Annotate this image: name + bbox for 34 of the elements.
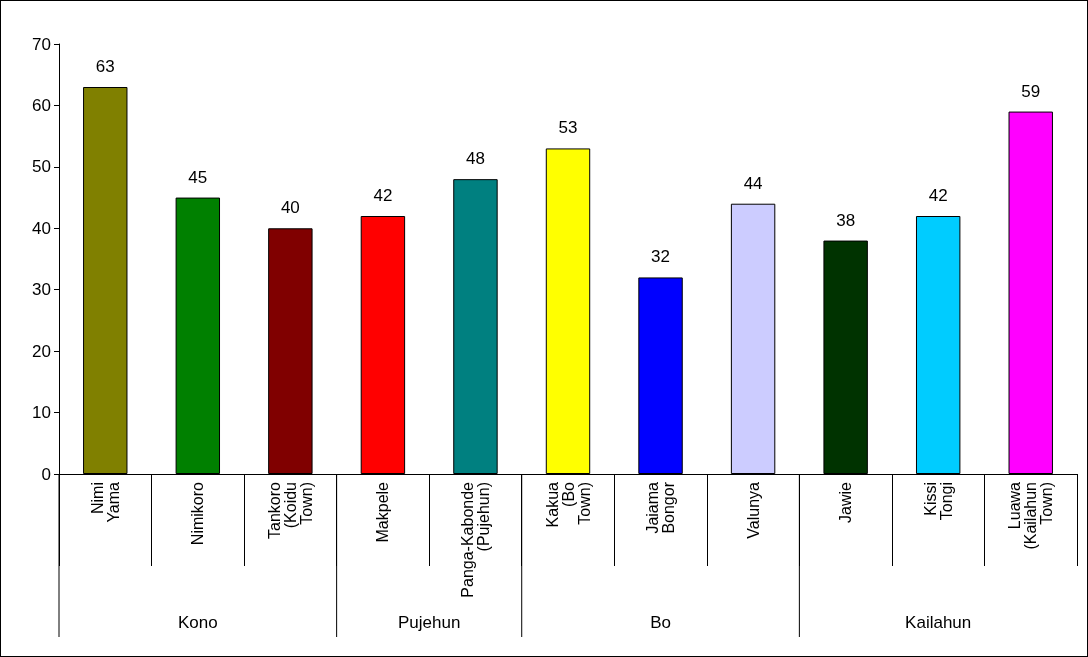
x-tick-label: Makpele	[374, 481, 392, 543]
y-tick-label: 40	[32, 218, 51, 238]
x-tick-label: Valunya	[744, 481, 762, 539]
data-label: 42	[373, 186, 393, 205]
text: Pujehun	[397, 612, 461, 632]
y-tick-label: 30	[32, 280, 51, 300]
x-tick-label: Nimi Yama	[88, 481, 122, 523]
x-tick-label: Jawie	[837, 481, 855, 523]
text: Bo	[650, 612, 671, 632]
data-label: 42	[928, 186, 948, 205]
data-label: 45	[188, 167, 208, 187]
y-tick-label: 0	[41, 464, 51, 484]
data-label: 44	[743, 173, 763, 193]
data-label: 53	[558, 118, 578, 138]
y-tick-label: 50	[32, 157, 51, 177]
data-label: 59	[1021, 81, 1041, 101]
x-tick-label: Luawa (Kailahun Town)	[1006, 481, 1056, 550]
x-tick-label: Jaiama Bongor	[644, 481, 678, 534]
y-tick-label: 10	[32, 403, 51, 423]
x-tick-label: Nimikoro	[189, 481, 207, 546]
data-label: 38	[836, 210, 856, 230]
text: Kailahun	[905, 612, 972, 632]
data-label: 63	[95, 57, 115, 76]
data-label: 48	[465, 149, 485, 169]
y-tick-label: 20	[32, 341, 51, 361]
x-tick-label: Kakua (Bo Town)	[543, 481, 593, 528]
text: Kono	[177, 612, 218, 632]
x-tick-label: Kissi Tongi	[921, 482, 955, 521]
y-tick-label: 70	[32, 34, 51, 54]
x-tick-label: Panga-Kabonde (Pujehun)	[458, 481, 492, 598]
data-label: 40	[280, 198, 300, 218]
y-tick-label: 60	[32, 95, 51, 115]
x-tick-label: Tankoro (Koidu Town)	[265, 481, 315, 539]
data-label: 32	[651, 247, 671, 267]
